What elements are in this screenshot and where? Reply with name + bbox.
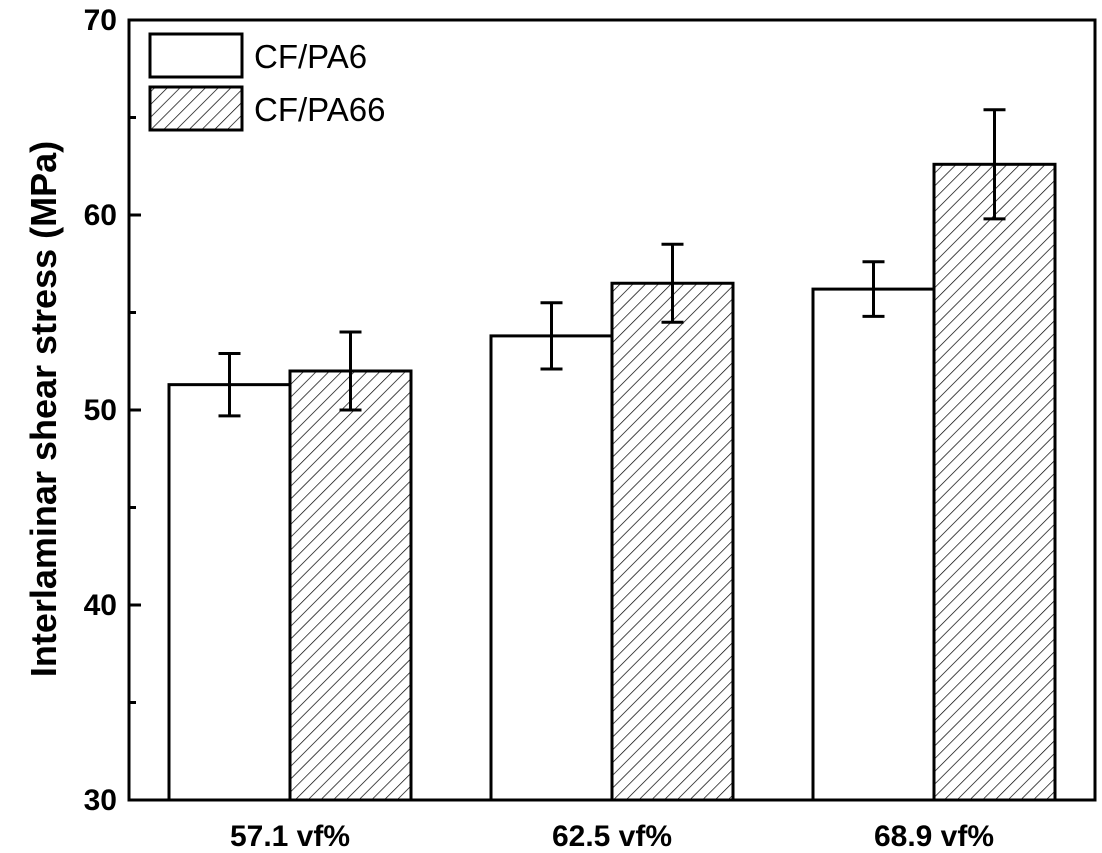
legend-swatch	[148, 85, 244, 132]
plot-frame	[127, 18, 1097, 802]
y-tick-label: 50	[84, 394, 117, 427]
y-tick-label: 70	[84, 4, 117, 37]
y-tick-label: 60	[84, 199, 117, 232]
bar	[932, 162, 1057, 802]
bars	[167, 162, 1057, 802]
error-bars	[218, 108, 1006, 418]
y-axis-title: Interlaminar shear stress (MPa)	[23, 141, 64, 677]
y-tick-label: 30	[84, 784, 117, 817]
y-axis-ticks: 30 40 50 60 70	[84, 4, 141, 817]
bar	[610, 281, 735, 802]
y-tick-label: 40	[84, 589, 117, 622]
legend-swatch	[148, 32, 244, 79]
bar	[811, 287, 936, 802]
legend-label: CF/PA6	[254, 38, 367, 75]
legend: CF/PA6 CF/PA66	[148, 32, 385, 132]
bar	[489, 334, 614, 802]
x-tick-label: 68.9 vf%	[874, 820, 994, 853]
bar	[288, 369, 413, 802]
bar	[167, 383, 292, 802]
x-tick-label: 62.5 vf%	[552, 820, 672, 853]
x-axis-ticks: 57.1 vf% 62.5 vf% 68.9 vf%	[230, 788, 994, 853]
legend-label: CF/PA66	[254, 91, 385, 128]
x-tick-label: 57.1 vf%	[230, 820, 350, 853]
